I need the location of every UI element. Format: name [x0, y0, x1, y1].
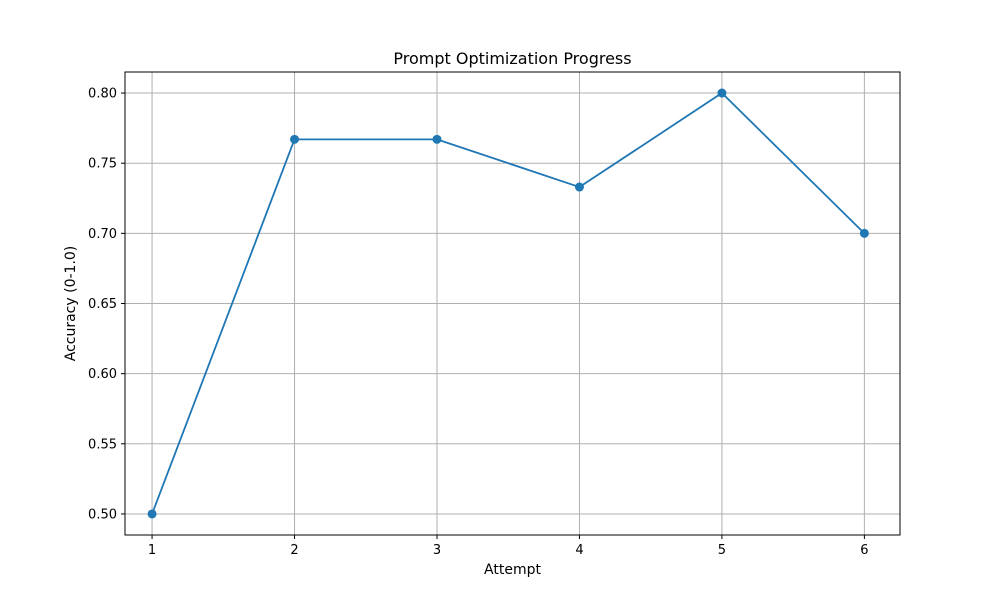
y-tick-label: 0.70	[88, 227, 117, 242]
chart-title: Prompt Optimization Progress	[393, 49, 631, 68]
x-tick-label: 3	[433, 543, 441, 558]
series-line	[151, 92, 866, 515]
x-axis-title: Attempt	[484, 562, 541, 578]
series-layer	[147, 88, 869, 519]
y-tick-label: 0.65	[88, 297, 117, 312]
x-tick-label: 1	[148, 543, 156, 558]
y-tick-label: 0.60	[88, 367, 117, 382]
data-point	[147, 509, 157, 519]
x-tick-label: 6	[860, 543, 868, 558]
data-point	[432, 134, 442, 144]
data-point	[859, 228, 869, 238]
y-tick-label: 0.80	[88, 87, 117, 102]
data-point	[574, 182, 584, 192]
y-tick-label: 0.50	[88, 507, 117, 522]
ticks: 1 2 3 4 5 6 0.50 0.55 0.60 0.65 0.70 0.75 0.80	[88, 87, 868, 558]
y-axis-title: Accuracy (0-1.0)	[63, 246, 79, 362]
x-tick-label: 5	[718, 543, 726, 558]
x-tick-label: 2	[290, 543, 298, 558]
grid	[125, 72, 900, 535]
data-point	[717, 88, 727, 98]
data-point	[290, 134, 300, 144]
x-tick-label: 4	[575, 543, 583, 558]
y-tick-label: 0.75	[88, 157, 117, 172]
y-tick-label: 0.55	[88, 437, 117, 452]
